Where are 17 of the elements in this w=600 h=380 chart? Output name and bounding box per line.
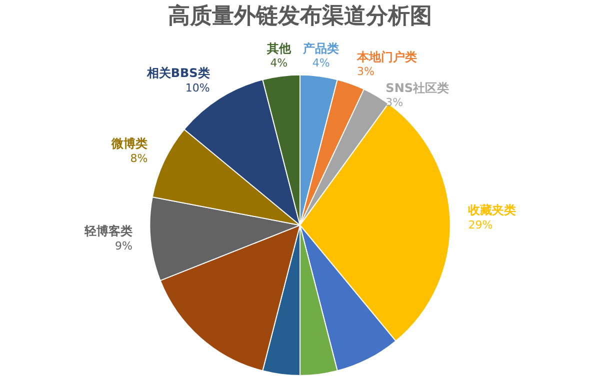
data-label: 4% bbox=[270, 56, 288, 70]
slice-label: 本地门户类 bbox=[356, 50, 418, 64]
slice-label: 产品类 bbox=[302, 41, 340, 56]
slice-label: 微博类 bbox=[110, 136, 148, 151]
slice-label: 收藏夹类 bbox=[468, 203, 516, 218]
chart-title: 高质量外链发布渠道分析图 bbox=[168, 2, 432, 29]
slice-label: 其他 bbox=[266, 41, 292, 56]
slice-label: 轻博客类 bbox=[83, 224, 132, 238]
data-label: 10% bbox=[185, 81, 210, 94]
data-label: 3% bbox=[357, 65, 374, 78]
slice-label: SNS社区类 bbox=[386, 80, 449, 95]
data-label: 8% bbox=[130, 152, 148, 165]
data-label: 3% bbox=[386, 96, 404, 110]
slice-label: 相关BBS类 bbox=[146, 66, 210, 80]
data-label: 9% bbox=[114, 239, 132, 252]
data-label: 29% bbox=[468, 218, 493, 232]
data-label: 4% bbox=[312, 56, 330, 70]
